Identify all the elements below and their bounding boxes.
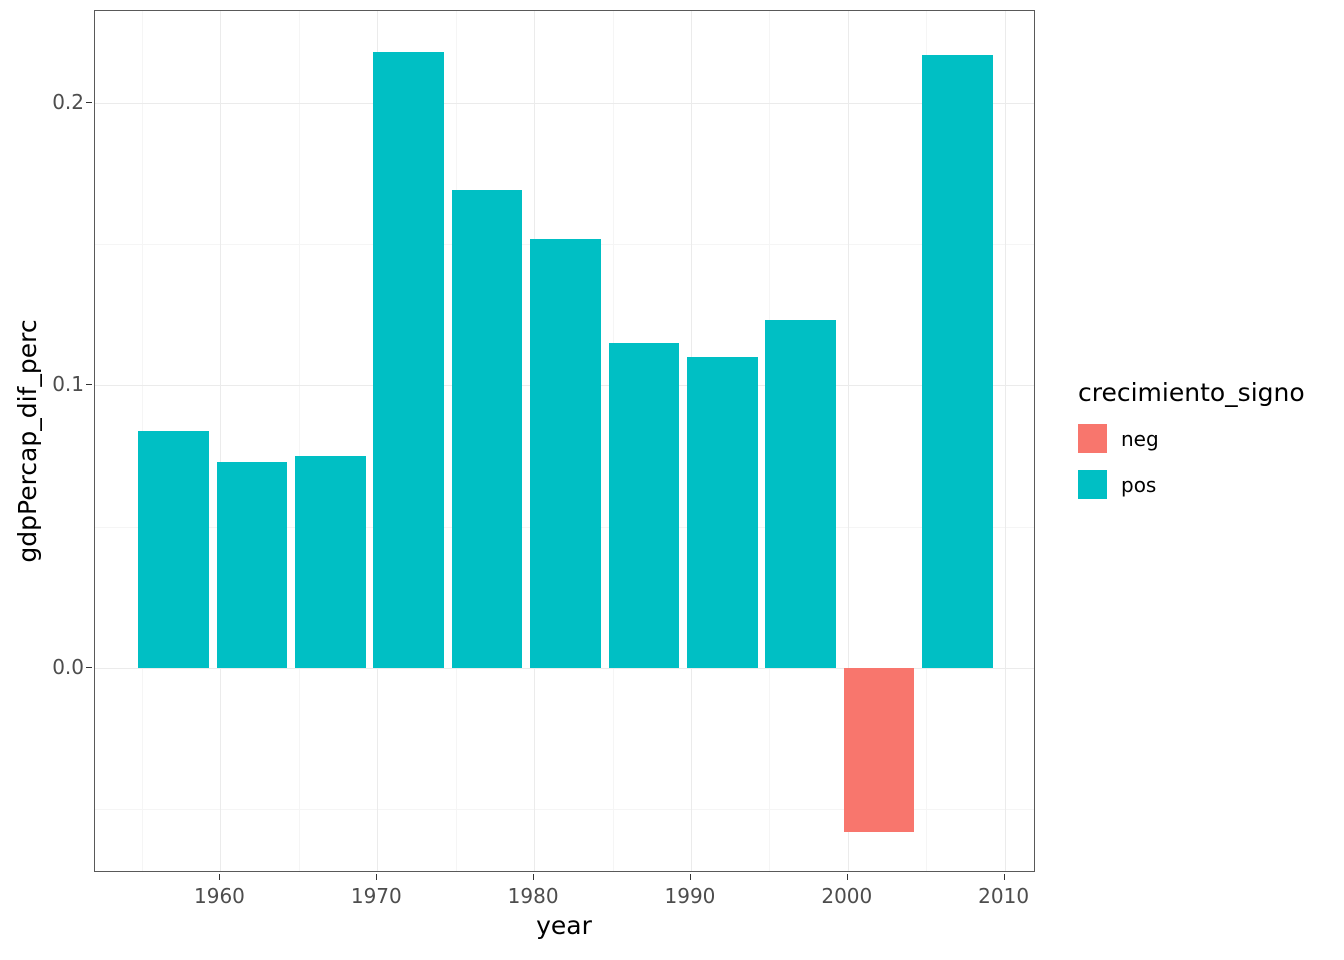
- x-tick-label-1980: 1980: [507, 884, 559, 908]
- x-tick-2000: [846, 874, 848, 880]
- bar-1972: [373, 51, 444, 669]
- bar-1992: [687, 357, 758, 669]
- y-tick-label-0.1: 0.1: [52, 372, 84, 397]
- plot-panel: [94, 10, 1035, 872]
- x-tick-label-2000: 2000: [821, 884, 873, 908]
- y-tick-label-0.0: 0.0: [52, 655, 84, 680]
- gridline-x-2000: [847, 11, 849, 871]
- bar-2002: [843, 668, 915, 832]
- x-tick-1980: [533, 874, 535, 880]
- bar-2007: [922, 54, 993, 669]
- x-tick-1960: [219, 874, 221, 880]
- bar-1987: [608, 343, 680, 669]
- x-axis-title: year: [536, 911, 592, 940]
- bar-1957: [138, 430, 209, 669]
- legend: crecimiento_signo neg pos: [1078, 378, 1305, 516]
- gridline-x-2010: [1004, 11, 1006, 871]
- legend-entry-pos: pos: [1078, 470, 1305, 499]
- y-tick-0.2: [86, 101, 92, 103]
- gridline-y-0: [95, 668, 1034, 670]
- x-tick-2010: [1003, 874, 1005, 880]
- bar-1967: [294, 456, 366, 669]
- bar-1997: [765, 320, 837, 669]
- gridline-minor-x-1965: [298, 11, 300, 871]
- y-tick-label-0.2: 0.2: [52, 89, 84, 114]
- legend-title: crecimiento_signo: [1078, 378, 1305, 407]
- y-tick-0.0: [86, 667, 92, 669]
- bar-1962: [216, 461, 288, 669]
- y-tick-0.1: [86, 384, 92, 386]
- legend-swatch-neg: [1078, 424, 1107, 453]
- y-axis-title: gdpPercap_dif_perc: [13, 319, 42, 563]
- bar-1982: [530, 238, 601, 669]
- x-tick-label-1970: 1970: [350, 884, 402, 908]
- gridline-minor-y--0.05: [95, 809, 1034, 811]
- x-tick-1970: [376, 874, 378, 880]
- bar-1977: [451, 190, 523, 669]
- x-tick-1990: [689, 874, 691, 880]
- legend-entry-neg: neg: [1078, 424, 1305, 453]
- x-tick-label-1990: 1990: [664, 884, 716, 908]
- legend-swatch-pos: [1078, 470, 1107, 499]
- x-tick-label-1960: 1960: [194, 884, 245, 908]
- legend-label-pos: pos: [1121, 472, 1157, 497]
- legend-label-neg: neg: [1121, 426, 1159, 451]
- gridline-y-0.2: [95, 102, 1034, 104]
- gridline-x-1960: [220, 11, 222, 871]
- x-tick-label-2010: 2010: [978, 884, 1030, 908]
